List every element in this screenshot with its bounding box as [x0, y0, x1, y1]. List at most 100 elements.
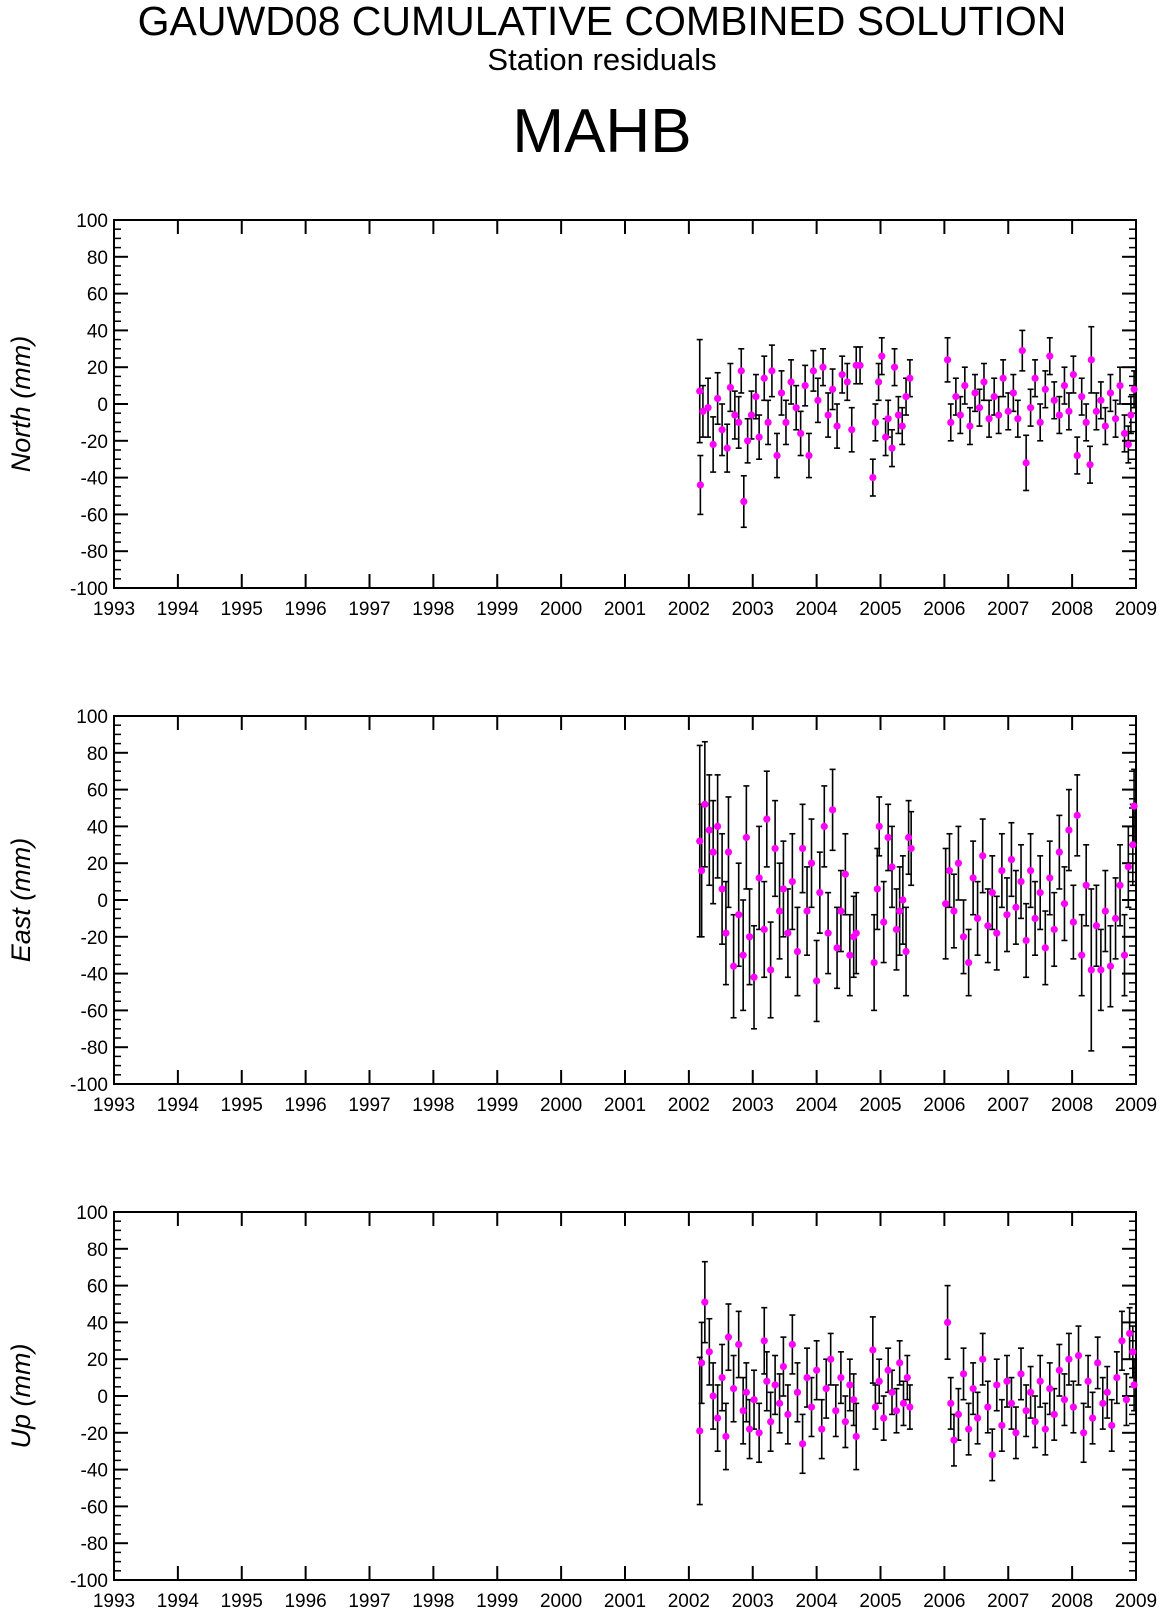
- data-point: [1055, 1366, 1063, 1374]
- data-point: [722, 1432, 730, 1441]
- x-tick-label: 1996: [284, 1591, 326, 1612]
- data-point: [1031, 1418, 1039, 1426]
- data-point: [737, 367, 745, 375]
- data-point: [878, 352, 886, 360]
- data-point: [1007, 1399, 1016, 1407]
- x-tick-label: 1998: [412, 599, 454, 620]
- data-point: [1014, 415, 1022, 423]
- y-tick-label: 40: [87, 1313, 108, 1334]
- plot-frame: [113, 219, 1137, 589]
- data-point: [980, 378, 988, 386]
- data-point: [797, 429, 805, 438]
- data-point: [943, 1318, 952, 1326]
- data-point: [990, 393, 998, 401]
- y-tick-label: 0: [97, 395, 108, 416]
- data-point: [1018, 347, 1026, 355]
- data-point: [1111, 914, 1120, 923]
- data-point: [793, 947, 802, 956]
- data-point: [973, 914, 982, 923]
- data-point: [1027, 404, 1035, 412]
- data-point: [1031, 914, 1039, 923]
- data-point: [1116, 881, 1124, 889]
- data-point: [869, 1346, 877, 1354]
- data-point: [998, 866, 1006, 875]
- data-point: [1124, 863, 1132, 871]
- data-point: [1022, 1407, 1030, 1415]
- data-point: [755, 433, 763, 441]
- y-tick-label: -60: [81, 505, 108, 526]
- data-point: [1084, 1377, 1092, 1385]
- data-point: [1060, 900, 1069, 908]
- y-tick-label: -80: [81, 1534, 108, 1555]
- data-point: [1101, 907, 1109, 915]
- y-tick-label: -20: [81, 432, 108, 453]
- data-point: [1036, 1377, 1044, 1385]
- data-point: [767, 966, 775, 974]
- x-tick-label: 2002: [668, 1591, 710, 1612]
- x-tick-label: 2008: [1051, 599, 1093, 620]
- data-point: [956, 411, 964, 419]
- y-tick-label: 80: [87, 1240, 108, 1261]
- x-tick-label: 1993: [93, 1591, 135, 1612]
- data-point: [1074, 1351, 1083, 1360]
- data-point: [798, 1440, 807, 1448]
- data-point: [843, 378, 851, 386]
- data-point: [1106, 962, 1115, 970]
- data-point: [696, 837, 704, 845]
- data-point: [943, 356, 952, 364]
- data-point: [1124, 440, 1132, 449]
- x-tick-label: 2008: [1051, 1591, 1093, 1612]
- data-point: [1012, 903, 1020, 911]
- data-point: [1092, 922, 1100, 930]
- data-point: [906, 1403, 914, 1411]
- data-point: [1127, 411, 1135, 419]
- data-point: [777, 389, 786, 397]
- data-point: [882, 433, 890, 441]
- data-point: [775, 907, 784, 915]
- data-point: [1036, 889, 1044, 897]
- y-tick-label: 20: [87, 854, 108, 875]
- data-point: [1069, 1403, 1078, 1411]
- data-point: [709, 1392, 717, 1400]
- y-tick-label: 0: [97, 1387, 108, 1408]
- data-point: [965, 958, 973, 967]
- plot-frame: [113, 1211, 1137, 1581]
- x-tick-label: 1995: [221, 599, 263, 620]
- data-point: [841, 870, 849, 878]
- x-tick-label: 2004: [795, 1591, 838, 1612]
- data-point: [837, 907, 845, 915]
- data-point: [807, 859, 816, 867]
- data-point: [1017, 878, 1025, 886]
- data-point: [1130, 1381, 1138, 1389]
- x-tick-label: 1999: [476, 1591, 518, 1612]
- y-tick-label: -80: [81, 1038, 108, 1059]
- data-point: [833, 944, 841, 952]
- data-point: [1122, 1396, 1131, 1404]
- data-point: [1097, 966, 1105, 974]
- data-point: [788, 1340, 796, 1349]
- data-point: [696, 387, 704, 395]
- data-point: [729, 1385, 738, 1393]
- data-point: [896, 907, 904, 915]
- data-point: [850, 1396, 858, 1404]
- data-point: [1036, 418, 1044, 426]
- data-point: [1055, 411, 1063, 419]
- y-tick-label: -80: [81, 542, 108, 563]
- data-point: [871, 1403, 879, 1411]
- data-point: [828, 806, 837, 814]
- y-tick-label: -40: [81, 469, 108, 490]
- x-tick-label: 2001: [604, 599, 646, 620]
- x-tick-label: 2006: [923, 1095, 965, 1116]
- data-point: [841, 1418, 849, 1426]
- data-point: [1111, 415, 1120, 423]
- data-point: [1065, 826, 1073, 834]
- data-point: [809, 367, 818, 375]
- data-point: [742, 1388, 750, 1396]
- data-point: [1069, 370, 1078, 379]
- data-point: [1069, 918, 1078, 926]
- data-point: [1027, 866, 1035, 875]
- x-tick-label: 2005: [859, 599, 901, 620]
- data-point: [724, 848, 733, 856]
- data-point: [942, 900, 950, 908]
